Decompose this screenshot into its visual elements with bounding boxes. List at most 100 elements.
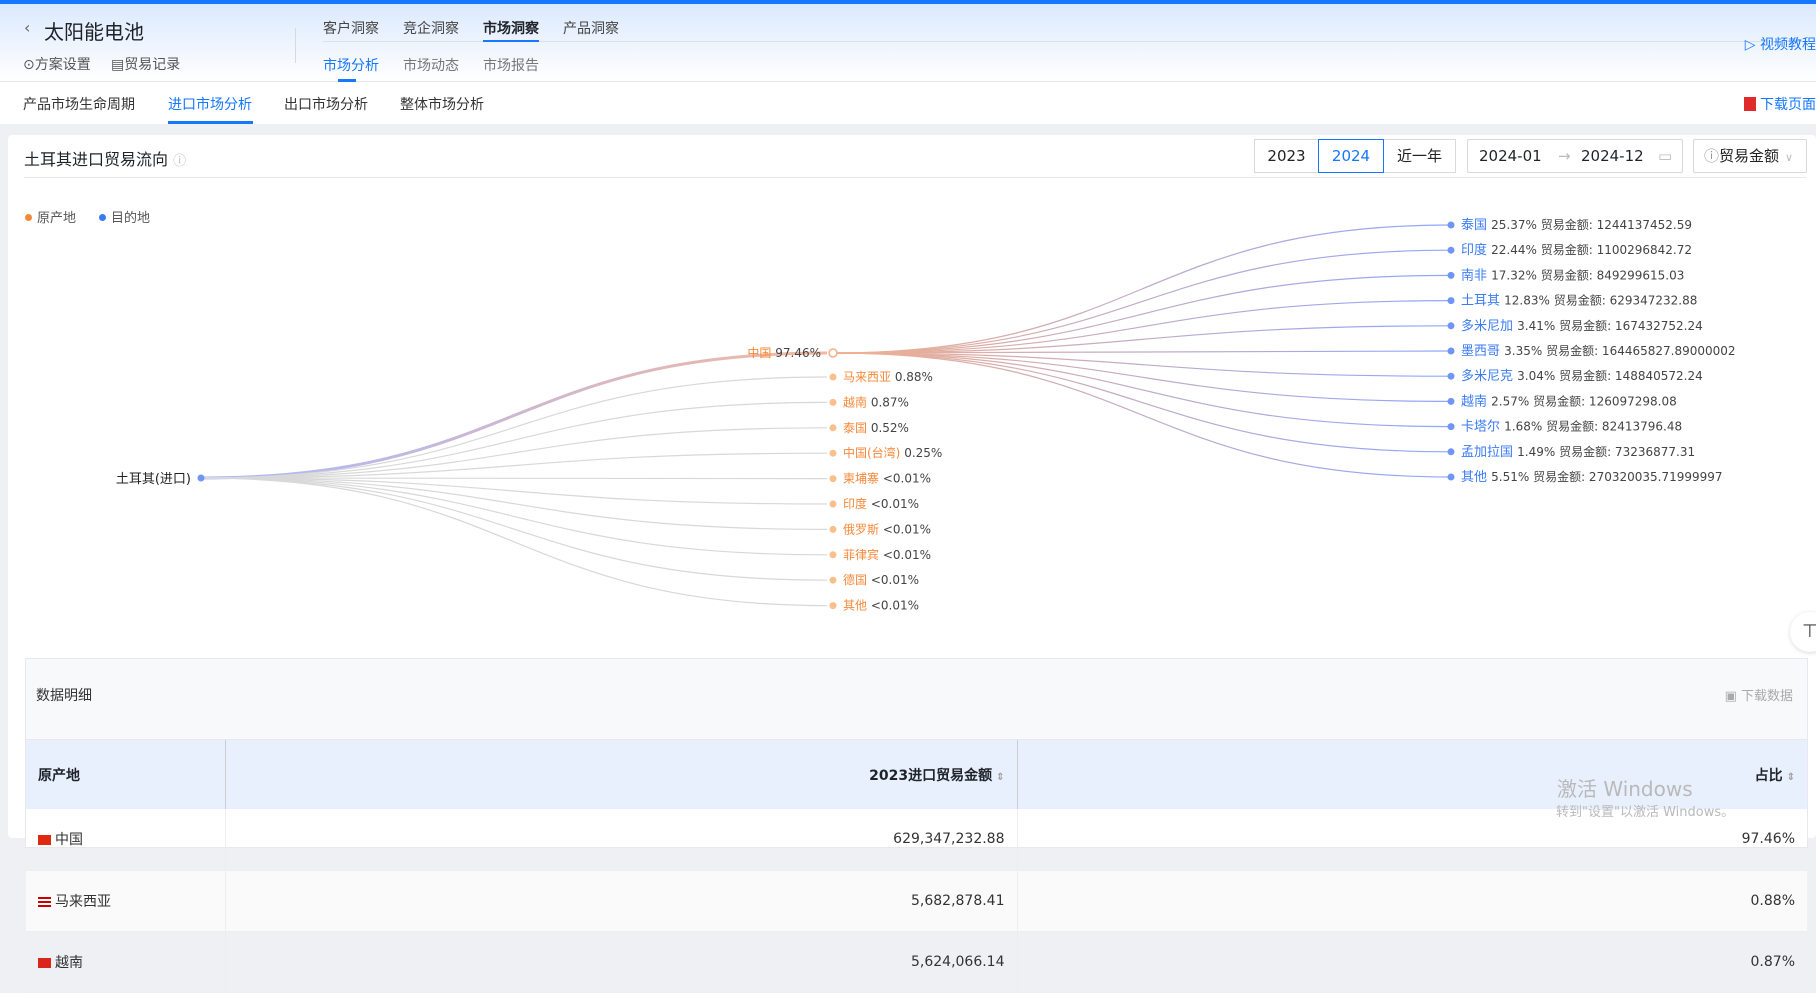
source-label: 俄罗斯 <0.01% (843, 522, 931, 536)
target-name: 墨西哥 (1461, 344, 1504, 359)
legend-origin[interactable]: 原产地 (25, 207, 76, 226)
sankey-link (200, 427, 828, 479)
target-label: 土耳其 12.83% 贸易金额: 629347232.88 (1461, 293, 1697, 309)
legend-destination[interactable]: 目的地 (99, 207, 150, 226)
col-amount[interactable]: 2023进口贸易金额 ⇕ (225, 740, 1018, 809)
arrow-icon: → (1558, 147, 1571, 165)
target-label: 多米尼加 3.41% 贸易金额: 167432752.24 (1461, 318, 1703, 334)
col-origin: 原产地 (26, 740, 226, 809)
sankey-link (832, 350, 1452, 354)
source-node (829, 602, 837, 610)
table-row: 马来西亚 5,682,878.41 0.88% (26, 870, 1807, 932)
range-start[interactable]: 2024-01 (1479, 147, 1542, 165)
sankey-link (200, 452, 828, 479)
target-label: 印度 22.44% 贸易金额: 1100296842.72 (1461, 242, 1692, 258)
target-label: 多米尼克 3.04% 贸易金额: 148840572.24 (1461, 368, 1703, 384)
download-page-button[interactable]: 下载页面 (1744, 94, 1816, 114)
top-accent-bar (0, 0, 1816, 4)
tab-export[interactable]: 出口市场分析 (284, 97, 368, 113)
nav-competitor[interactable]: 竞企洞察 (403, 21, 459, 37)
sankey-link (832, 300, 1452, 354)
share-cell: 0.88% (1017, 870, 1807, 932)
subnav-report[interactable]: 市场报告 (483, 58, 539, 74)
trade-flow-card: 土耳其(进口) 中国 97.46% 马来西亚 0.88% 越南 0.87% 泰国 0.5… (8, 135, 1816, 993)
trade-records-link[interactable]: ▤贸易记录 (111, 57, 181, 73)
target-node (1447, 423, 1455, 431)
sankey-link (200, 477, 828, 480)
target-node (1447, 347, 1455, 355)
source-node (829, 475, 837, 483)
source-label: 马来西亚 0.88% (843, 370, 933, 384)
play-icon: ▷ (1744, 37, 1760, 53)
target-label: 越南 2.57% 贸易金额: 126097298.08 (1461, 393, 1677, 409)
target-value: 2.57% 贸易金额: 126097298.08 (1491, 393, 1677, 408)
share-cell: 0.87% (1017, 931, 1807, 993)
target-name: 多米尼克 (1461, 368, 1517, 384)
sankey-link (200, 477, 828, 530)
header: ‹ 太阳能电池 ⊙方案设置 ▤贸易记录 客户洞察 竞企洞察 市场洞察 产品洞察 … (0, 4, 1816, 82)
metric-select[interactable]: ⓘ贸易金额 ∨ (1693, 139, 1807, 173)
col-share[interactable]: 占比 ⇕ (1017, 740, 1807, 809)
year-2023-button[interactable]: 2023 (1254, 139, 1319, 173)
tab-import[interactable]: 进口市场分析 (168, 97, 252, 113)
target-node (1447, 322, 1455, 330)
source-node (829, 525, 837, 533)
nav-customer[interactable]: 客户洞察 (323, 21, 379, 37)
source-node (829, 398, 837, 406)
source-pct: <0.01% (883, 522, 931, 536)
root-label: 土耳其(进口) (116, 472, 191, 487)
range-end[interactable]: 2024-12 (1581, 147, 1644, 165)
back-to-top-button[interactable]: ⊤ (1790, 612, 1816, 652)
source-node (829, 576, 837, 584)
pdf-icon (1744, 97, 1756, 111)
table-header-row: 原产地 2023进口贸易金额 ⇕ 占比 ⇕ (26, 740, 1807, 809)
target-value: 17.32% 贸易金额: 849299615.03 (1491, 267, 1684, 282)
info-icon[interactable]: ⓘ (173, 154, 187, 169)
table-title: 数据明细 (36, 688, 92, 704)
source-node (829, 500, 837, 508)
table-header-bar: 数据明细 ▣ 下载数据 (26, 659, 1807, 740)
amount-cell: 629,347,232.88 (225, 809, 1018, 871)
source-name: 德国 (843, 572, 871, 587)
source-node (829, 551, 837, 559)
tab-lifecycle[interactable]: 产品市场生命周期 (23, 97, 135, 113)
source-label: 柬埔寨 <0.01% (843, 471, 931, 486)
analysis-tabs: 产品市场生命周期 进口市场分析 出口市场分析 整体市场分析 下载页面 (0, 82, 1816, 124)
source-node (829, 424, 837, 432)
source-label: 其他 <0.01% (843, 599, 919, 613)
source-pct: 0.52% (871, 421, 909, 435)
sort-icon[interactable]: ⇕ (996, 771, 1005, 783)
sankey-link (832, 274, 1452, 354)
watermark-line1: 激活 Windows (1557, 777, 1693, 801)
target-value: 5.51% 贸易金额: 270320035.71999997 (1491, 469, 1722, 484)
nav-market[interactable]: 市场洞察 (483, 21, 539, 37)
target-value: 1.49% 贸易金额: 73236877.31 (1517, 444, 1695, 459)
last-year-button[interactable]: 近一年 (1383, 139, 1456, 173)
sort-icon[interactable]: ⇕ (1786, 771, 1795, 783)
date-range-picker[interactable]: 2024-01 → 2024-12 ▭ (1467, 139, 1683, 173)
settings-icon: ⊙ (23, 57, 35, 73)
target-label: 卡塔尔 1.68% 贸易金额: 82413796.48 (1461, 419, 1682, 435)
target-node (1447, 221, 1455, 229)
subnav-news[interactable]: 市场动态 (403, 58, 459, 74)
nav-active-indicator (483, 40, 539, 42)
target-name: 孟加拉国 (1461, 445, 1517, 460)
source-pct: <0.01% (871, 497, 919, 511)
video-tutorial-link[interactable]: ▷ 视频教程 (1744, 37, 1816, 53)
source-node (829, 373, 837, 381)
settings-link[interactable]: ⊙方案设置 (23, 57, 91, 73)
source-label: 越南 0.87% (843, 394, 909, 409)
back-chevron-icon[interactable]: ‹ (24, 18, 31, 37)
target-label: 南非 17.32% 贸易金额: 849299615.03 (1461, 267, 1684, 283)
subnav-analysis[interactable]: 市场分析 (323, 58, 379, 74)
tab-overall[interactable]: 整体市场分析 (400, 97, 484, 113)
target-value: 25.37% 贸易金额: 1244137452.59 (1491, 217, 1692, 232)
nav-divider (323, 41, 1816, 42)
download-data-button[interactable]: ▣ 下载数据 (1724, 689, 1793, 704)
data-detail-table: 数据明细 ▣ 下载数据 原产地 2023进口贸易金额 ⇕ 占比 ⇕ 中国 629,3… (25, 658, 1808, 993)
nav-product[interactable]: 产品洞察 (563, 21, 619, 37)
year-2024-button[interactable]: 2024 (1318, 139, 1384, 173)
source-name: 印度 (843, 496, 871, 511)
target-name: 越南 (1461, 393, 1491, 409)
destination-dot-icon (99, 214, 106, 221)
